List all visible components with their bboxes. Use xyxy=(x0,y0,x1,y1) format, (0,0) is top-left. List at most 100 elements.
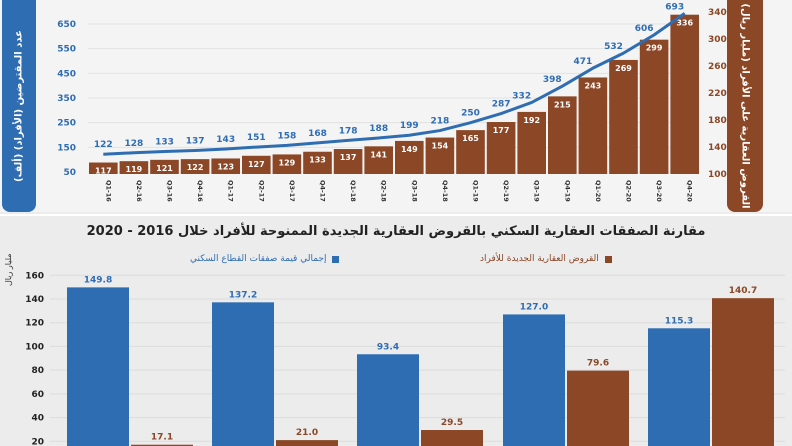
blue-bar xyxy=(212,302,274,446)
x-tick-label: Q3-18 xyxy=(410,180,418,202)
bar xyxy=(333,149,363,174)
left-tick-label: 450 xyxy=(57,69,76,79)
line-value-label: 168 xyxy=(308,129,327,139)
bar-value-label: 243 xyxy=(585,81,602,90)
bar-value-label: 177 xyxy=(493,126,510,135)
bar-value-label: 137 xyxy=(340,153,357,162)
bar xyxy=(150,159,179,174)
bar-value-label: 165 xyxy=(462,134,479,143)
bar xyxy=(211,158,240,174)
x-tick-label: Q4-18 xyxy=(441,180,449,202)
x-tick-label: Q4-20 xyxy=(686,180,694,202)
left-tick-label: 350 xyxy=(57,94,76,104)
y-tick-label: 20 xyxy=(31,437,44,446)
bar-value-label: 93.4 xyxy=(377,342,399,352)
brown-bar xyxy=(567,370,629,446)
x-tick-label: Q3-16 xyxy=(166,180,174,202)
line-value-label: 143 xyxy=(216,135,235,145)
line-value-label: 218 xyxy=(431,117,450,127)
top-chart: عدد المقترضين (الأفراد) (ألف) القروض الع… xyxy=(0,0,792,212)
bar xyxy=(119,161,149,174)
right-tick-label: 340 xyxy=(708,8,727,18)
x-tick-label: Q4-19 xyxy=(563,180,571,202)
bar xyxy=(364,146,393,174)
bar xyxy=(517,111,546,174)
bar-value-label: 140.7 xyxy=(729,286,757,296)
bar-value-label: 127 xyxy=(248,160,265,169)
left-tick-label: 250 xyxy=(57,119,76,129)
bar-value-label: 121 xyxy=(156,164,173,173)
bar-value-label: 133 xyxy=(309,156,326,165)
right-tick-label: 260 xyxy=(708,62,727,72)
y-tick-label: 60 xyxy=(31,390,44,400)
line-value-label: 332 xyxy=(512,91,531,101)
bar xyxy=(180,159,210,174)
legend-swatch-brown xyxy=(604,255,612,263)
line-value-label: 471 xyxy=(574,57,593,67)
bar-value-label: 215 xyxy=(554,100,571,109)
right-tick-label: 140 xyxy=(708,143,727,153)
legend-swatch-blue xyxy=(332,255,340,263)
bar-value-label: 21.0 xyxy=(296,428,318,438)
line-value-label: 188 xyxy=(369,124,388,134)
bar-value-label: 269 xyxy=(615,64,632,73)
bar xyxy=(578,77,608,174)
line-value-label: 287 xyxy=(492,100,511,110)
right-tick-label: 300 xyxy=(708,35,727,45)
brown-bar xyxy=(712,298,774,446)
line-value-label: 250 xyxy=(461,109,480,119)
bar-value-label: 154 xyxy=(432,142,449,151)
right-tick-label: 100 xyxy=(708,170,727,180)
line-value-label: 151 xyxy=(247,133,266,143)
line-value-label: 158 xyxy=(278,131,297,141)
y-tick-label: 40 xyxy=(31,414,44,424)
left-tick-label: 650 xyxy=(57,20,76,30)
brown-bar xyxy=(131,444,193,446)
bar xyxy=(548,96,577,174)
left-tick-label: 150 xyxy=(57,143,76,153)
x-tick-label: Q3-20 xyxy=(655,180,663,202)
line-value-label: 606 xyxy=(635,24,654,34)
bar-value-label: 119 xyxy=(126,165,143,174)
bar xyxy=(89,162,118,174)
x-tick-label: Q3-19 xyxy=(533,180,541,202)
bar xyxy=(609,59,638,174)
x-tick-label: Q2-19 xyxy=(502,180,510,202)
bottom-y-axis-label: مليار ريال xyxy=(4,253,13,286)
right-tick-label: 220 xyxy=(708,89,727,99)
y-tick-label: 80 xyxy=(31,366,44,376)
x-tick-label: Q2-16 xyxy=(135,180,143,202)
x-tick-label: Q1-18 xyxy=(349,180,357,202)
bar-value-label: 141 xyxy=(370,150,387,159)
bar-value-label: 192 xyxy=(523,116,540,125)
bottom-chart-title: مقارنة الصفقات العقارية السكني بالقروض ا… xyxy=(86,224,706,239)
bar-value-label: 149.8 xyxy=(84,275,112,285)
blue-bar xyxy=(503,314,565,446)
bar-value-label: 122 xyxy=(187,163,204,172)
x-tick-label: Q4-16 xyxy=(196,180,204,202)
line-value-label: 133 xyxy=(155,138,174,148)
bar xyxy=(395,140,424,174)
bar-value-label: 149 xyxy=(401,145,418,154)
bar-value-label: 137.2 xyxy=(229,290,257,300)
bar xyxy=(670,14,699,175)
line-value-label: 398 xyxy=(543,75,562,85)
y-tick-label: 120 xyxy=(25,319,44,329)
line-value-label: 532 xyxy=(604,42,623,52)
legend-label-blue: إجمالي قيمة صفقات القطاع السكني xyxy=(190,254,327,264)
y-tick-label: 140 xyxy=(25,295,44,305)
x-tick-label: Q1-20 xyxy=(594,180,602,202)
x-tick-label: Q2-18 xyxy=(380,180,388,202)
line-value-label: 693 xyxy=(665,2,684,12)
x-tick-label: Q1-17 xyxy=(227,180,235,202)
left-axis-panel: عدد المقترضين (الأفراد) (ألف) xyxy=(2,0,36,212)
bar-value-label: 79.6 xyxy=(587,359,609,369)
x-tick-label: Q3-17 xyxy=(288,180,296,202)
left-tick-label: 50 xyxy=(63,168,76,178)
top-chart-svg: 50 150 250 350 450 550 650 100 140 180 220 260 300 34… xyxy=(57,2,727,202)
blue-bar xyxy=(357,354,419,446)
bar-value-label: 336 xyxy=(676,19,693,28)
x-tick-label: Q4-17 xyxy=(319,180,327,202)
bar xyxy=(639,39,669,174)
bar-value-label: 115.3 xyxy=(665,316,693,326)
